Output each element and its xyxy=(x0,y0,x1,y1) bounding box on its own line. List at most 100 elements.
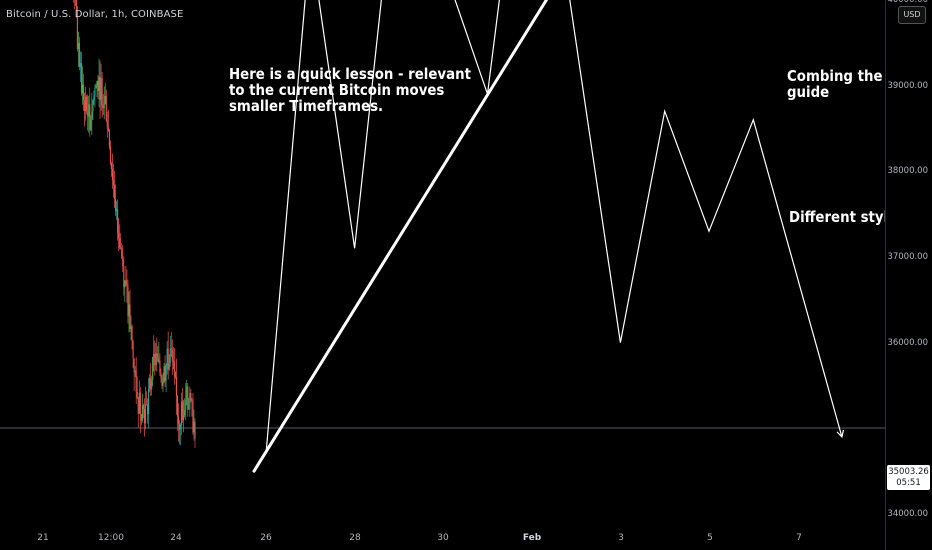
candle-body xyxy=(141,405,143,421)
trend-line-drawing[interactable] xyxy=(252,0,706,473)
time-tick-label: 26 xyxy=(260,533,272,543)
candle-body xyxy=(79,63,82,68)
candle-body xyxy=(105,95,107,121)
candle-body xyxy=(162,381,164,386)
candle-body xyxy=(138,392,140,414)
candle-body xyxy=(183,415,185,420)
candle-body xyxy=(119,237,121,248)
candle-body xyxy=(131,326,133,342)
candle-body xyxy=(98,76,100,91)
candle-body xyxy=(160,373,162,378)
time-tick-label: 3 xyxy=(618,533,624,543)
candle-body xyxy=(121,248,123,259)
candle-body xyxy=(80,63,83,94)
candle-body xyxy=(149,378,151,389)
candle-body xyxy=(189,393,191,410)
candle-body xyxy=(122,258,124,267)
candle-body xyxy=(99,76,101,101)
price-axis[interactable]: 46000.0045000.0044000.0043000.0042000.00… xyxy=(885,0,932,550)
candle-body xyxy=(91,111,93,120)
candle-body xyxy=(125,280,127,285)
candle-body xyxy=(124,280,126,288)
candle-body xyxy=(158,360,160,362)
candle-body xyxy=(132,341,134,359)
candle-body xyxy=(100,77,102,101)
candle-body xyxy=(143,408,145,424)
candle-body xyxy=(171,350,173,361)
candle-body xyxy=(106,120,108,128)
candle-body xyxy=(137,397,139,414)
candle-body xyxy=(172,360,174,362)
price-tick-label: 36000.00 xyxy=(887,337,928,348)
time-tick-label: 5 xyxy=(707,533,713,543)
candle-body xyxy=(177,415,180,425)
candle-body xyxy=(182,401,184,420)
candle-body xyxy=(120,247,122,249)
candle-body xyxy=(157,357,159,362)
candle-body xyxy=(150,378,152,390)
time-tick-label: 28 xyxy=(349,533,361,543)
time-tick-label: 30 xyxy=(437,533,449,543)
candle-body xyxy=(86,96,88,112)
candle-body xyxy=(144,404,147,424)
candle-body xyxy=(190,393,192,400)
candle-body xyxy=(90,119,92,131)
candle-body xyxy=(191,399,193,402)
candle-body xyxy=(103,104,105,108)
candle-body xyxy=(94,88,96,97)
candle-body xyxy=(111,169,114,181)
candle-body xyxy=(178,424,181,430)
last-price-value: 35003.26 xyxy=(888,467,929,477)
zigzag-drawing[interactable] xyxy=(265,0,843,455)
candle-body xyxy=(146,404,149,415)
symbol-header: Bitcoin / U.S. Dollar, 1h, COINBASE xyxy=(6,9,184,20)
candle-body xyxy=(173,361,175,372)
candle-body xyxy=(109,146,111,164)
candle-body xyxy=(194,421,196,439)
candle-body xyxy=(117,208,119,233)
annotation-guide-text[interactable]: Combing the S guide xyxy=(787,68,897,100)
candle-body xyxy=(169,348,171,364)
bar-countdown: 05:51 xyxy=(896,478,921,488)
price-tick-label: 39000.00 xyxy=(887,80,928,91)
annotation-line: Different styl xyxy=(789,208,889,226)
annotation-line: Combing the S xyxy=(787,67,897,85)
annotation-styles-text[interactable]: Different styl xyxy=(789,209,888,225)
candle-body xyxy=(176,396,179,416)
candle-body xyxy=(193,421,195,433)
candle-body xyxy=(112,180,115,186)
candle-body xyxy=(81,84,84,94)
candle-body xyxy=(75,0,77,11)
candle-body xyxy=(89,104,91,131)
currency-button[interactable]: USD xyxy=(898,6,926,24)
annotation-line: Here is a quick lesson - relevant xyxy=(229,65,471,83)
candle-body xyxy=(92,100,94,112)
candle-body xyxy=(174,371,176,378)
candle-body xyxy=(116,208,118,212)
annotation-lesson-text[interactable]: Here is a quick lesson - relevant to the… xyxy=(229,66,471,114)
candle-body xyxy=(152,356,154,381)
candle-body xyxy=(107,127,109,131)
candle-body xyxy=(142,405,144,409)
candle-body xyxy=(156,353,158,358)
candle-body xyxy=(192,401,194,433)
candle-body xyxy=(168,363,170,370)
candle-body xyxy=(96,80,98,86)
candle-body xyxy=(161,377,163,386)
candle-body xyxy=(126,284,128,286)
candle-body xyxy=(135,370,137,393)
candle-body xyxy=(155,353,157,366)
time-tick-label: 24 xyxy=(170,533,182,543)
annotation-line: smaller Timeframes. xyxy=(229,97,384,115)
candle-body xyxy=(102,106,104,108)
candle-body xyxy=(110,163,112,170)
candle-body xyxy=(148,388,150,415)
candle-body xyxy=(84,100,86,111)
candle-body xyxy=(76,10,78,49)
candle-body xyxy=(164,366,166,381)
candle-body xyxy=(166,348,168,366)
candle-body xyxy=(85,96,87,111)
price-tick-label: 37000.00 xyxy=(887,251,928,262)
candle-body xyxy=(113,185,116,200)
